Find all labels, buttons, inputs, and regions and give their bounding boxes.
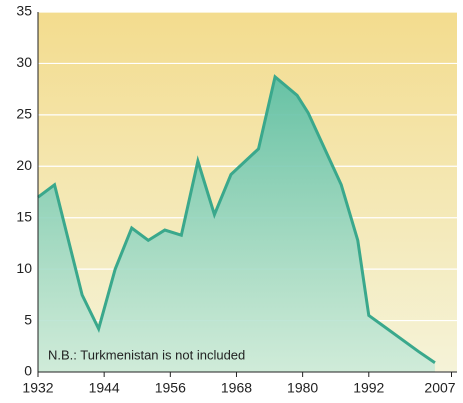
x-tick-label: 1980 (287, 380, 318, 396)
y-tick-label: 0 (24, 363, 32, 379)
area (38, 76, 435, 373)
x-tick-label: 2007 (424, 380, 455, 396)
y-tick-label: 25 (16, 106, 32, 122)
x-tick-label: 1932 (22, 380, 53, 396)
y-tick-label: 5 (24, 311, 32, 327)
x-tick-label: 1956 (155, 380, 186, 396)
y-tick-label: 35 (16, 3, 32, 19)
y-tick-label: 15 (16, 208, 32, 224)
x-tick-label: 1968 (221, 380, 252, 396)
y-tick-label: 10 (16, 260, 32, 276)
x-tick-label: 1992 (353, 380, 384, 396)
y-tick-label: 20 (16, 157, 32, 173)
x-tick-label: 1944 (89, 380, 120, 396)
annotation: N.B.: Turkmenistan is not included (48, 347, 245, 362)
line (37, 74, 436, 364)
y-tick-label: 30 (16, 54, 32, 70)
